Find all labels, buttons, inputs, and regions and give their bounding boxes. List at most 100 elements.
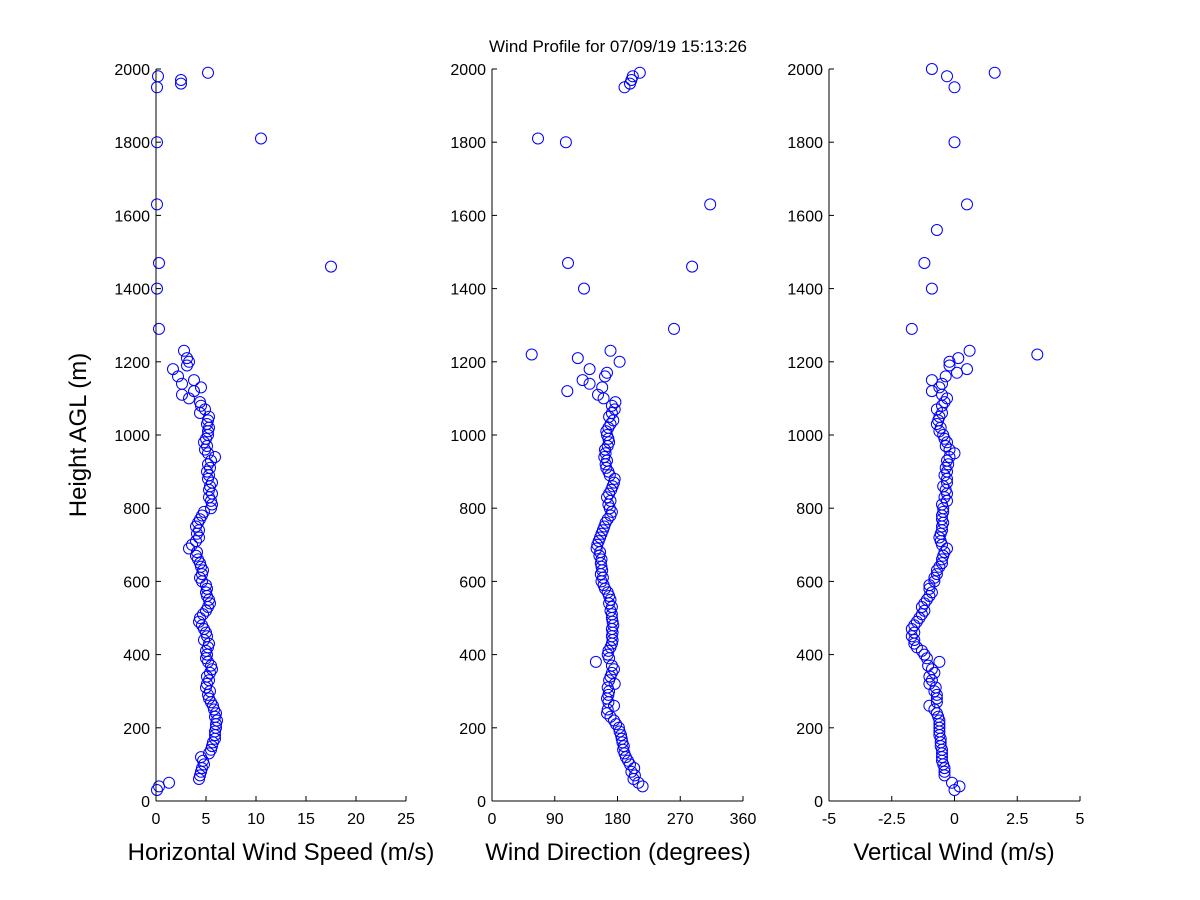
x-tick-label: 90 — [546, 811, 564, 828]
data-point — [595, 553, 608, 566]
data-point — [961, 198, 973, 211]
y-tick-label: 1800 — [450, 135, 486, 152]
x-tick-label: -5 — [822, 811, 836, 828]
data-point — [933, 410, 946, 423]
data-point — [601, 648, 614, 661]
y-tick-label: 1200 — [114, 355, 150, 372]
y-tick-label: 800 — [459, 501, 486, 518]
data-point — [604, 710, 617, 723]
data-point — [175, 77, 187, 90]
data-point — [952, 352, 965, 365]
y-tick-label: 1800 — [787, 135, 823, 152]
data-point — [151, 282, 163, 295]
data-point — [562, 257, 574, 269]
data-point — [201, 465, 213, 478]
data-point — [933, 381, 946, 394]
y-tick-label: 2000 — [450, 62, 486, 79]
data-point — [937, 505, 950, 518]
vertical-x-ticks: -5 -2.5 0 2.5 5 — [822, 796, 1085, 828]
speed-x-ticks: 0 5 10 15 20 25 — [152, 796, 415, 828]
data-point — [1031, 348, 1044, 361]
direction-x-label: Wind Direction (degrees) — [485, 839, 750, 866]
data-point — [152, 70, 164, 83]
x-tick-label: 180 — [604, 811, 631, 828]
data-point — [175, 74, 187, 86]
data-point — [923, 677, 936, 690]
data-point — [930, 688, 943, 701]
x-tick-label: -2.5 — [878, 811, 906, 828]
data-point — [948, 81, 961, 94]
x-tick-label: 270 — [667, 811, 694, 828]
data-point — [948, 784, 961, 796]
y-tick-label: 1000 — [450, 428, 486, 445]
data-point — [209, 451, 221, 463]
y-tick-label: 0 — [477, 794, 486, 811]
data-point — [938, 469, 951, 482]
y-tick-label: 0 — [814, 794, 823, 811]
data-point — [704, 198, 717, 211]
data-point — [930, 568, 943, 581]
data-point — [601, 586, 614, 599]
data-point — [930, 696, 943, 709]
data-point — [905, 630, 918, 643]
y-tick-label: 1400 — [787, 282, 823, 299]
x-tick-label: 0 — [152, 811, 161, 828]
data-point — [925, 63, 938, 75]
data-point — [608, 403, 621, 416]
data-point — [583, 377, 596, 390]
data-point — [178, 344, 190, 357]
data-point — [205, 454, 217, 467]
data-point — [941, 454, 953, 467]
data-point — [605, 399, 618, 412]
data-point — [605, 659, 618, 672]
data-point — [925, 282, 938, 295]
panel-vertical: -5 -2.5 0 2.5 5 0 200 400 600 800 1000 1200 1400 160… — [787, 62, 1084, 866]
y-tick-label: 800 — [123, 501, 150, 518]
x-tick-label: 2.5 — [1006, 811, 1028, 828]
direction-markers — [525, 66, 717, 793]
x-tick-label: 360 — [730, 811, 757, 828]
data-point — [194, 396, 206, 409]
data-point — [163, 776, 175, 789]
data-point — [255, 132, 267, 145]
data-point — [943, 359, 956, 372]
data-point — [167, 363, 179, 376]
data-point — [186, 538, 198, 551]
data-point — [153, 322, 165, 335]
data-point — [604, 344, 617, 357]
data-point — [918, 257, 931, 269]
data-point — [963, 344, 976, 357]
data-point — [578, 282, 590, 295]
data-point — [943, 443, 956, 456]
data-point — [592, 388, 604, 401]
data-point — [202, 447, 214, 460]
data-point — [206, 476, 218, 489]
data-point — [151, 198, 163, 211]
vertical-markers — [905, 63, 1044, 796]
data-point — [925, 663, 938, 676]
data-point — [153, 257, 165, 269]
data-point — [943, 355, 956, 368]
y-tick-label: 200 — [123, 721, 150, 738]
data-point — [933, 655, 946, 668]
data-point — [525, 348, 538, 361]
data-point — [576, 374, 589, 387]
data-point — [589, 655, 602, 668]
y-tick-label: 2000 — [787, 62, 823, 79]
data-point — [601, 429, 613, 441]
vertical-x-label: Vertical Wind (m/s) — [853, 839, 1054, 866]
panel-horizontal-speed: 0 5 10 15 20 25 0 200 400 600 800 1000 1200 1400 1600… — [65, 62, 434, 866]
data-point — [181, 352, 193, 365]
data-point — [905, 322, 918, 335]
y-tick-label: 600 — [796, 574, 823, 591]
data-point — [571, 352, 584, 365]
data-point — [938, 765, 951, 778]
data-point — [596, 381, 609, 394]
data-point — [628, 762, 641, 775]
data-point — [615, 732, 628, 745]
data-point — [561, 385, 574, 398]
data-point — [918, 604, 931, 617]
data-point — [601, 681, 614, 694]
data-point — [601, 491, 613, 504]
y-tick-label: 1000 — [114, 428, 150, 445]
